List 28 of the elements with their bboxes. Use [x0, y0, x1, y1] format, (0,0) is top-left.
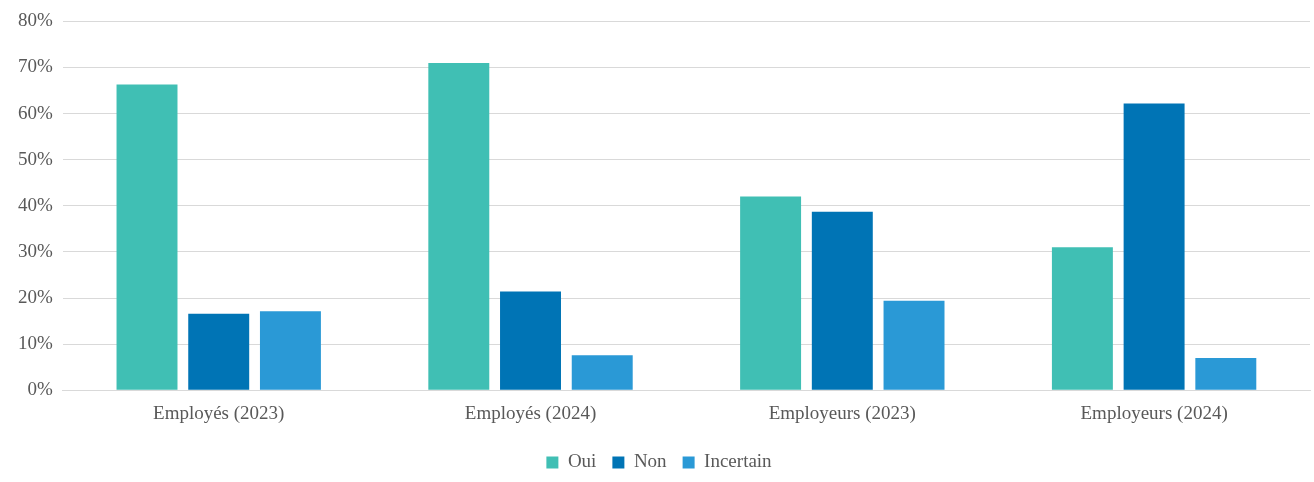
bar [811, 211, 873, 390]
y-tick-label: 20% [18, 285, 53, 307]
bar [740, 196, 802, 390]
legend-label: Oui [567, 450, 597, 472]
x-tick-label: Employés (2024) [464, 401, 597, 424]
y-tick-label: 0% [27, 378, 53, 400]
bar [116, 84, 178, 390]
bar [1051, 247, 1113, 390]
y-tick-label: 10% [18, 332, 53, 354]
bar [500, 291, 561, 390]
bar [883, 300, 945, 390]
bar [1195, 357, 1257, 390]
y-tick-label: 30% [18, 239, 53, 261]
x-tick-label: Employeurs (2024) [1080, 401, 1228, 424]
bar [259, 311, 321, 390]
bar [188, 313, 250, 390]
legend-label: Incertain [704, 450, 773, 472]
x-tick-label: Employés (2023) [153, 401, 285, 424]
y-tick-label: 40% [18, 193, 53, 215]
bar [571, 355, 633, 390]
bar [1123, 103, 1185, 390]
legend-label: Non [633, 450, 668, 472]
y-tick-label: 50% [18, 147, 53, 169]
y-tick-label: 80% [18, 9, 53, 31]
bar [428, 62, 490, 390]
x-tick-label: Employeurs (2023) [768, 401, 916, 424]
y-tick-label: 60% [18, 101, 53, 123]
y-tick-label: 70% [18, 55, 53, 77]
